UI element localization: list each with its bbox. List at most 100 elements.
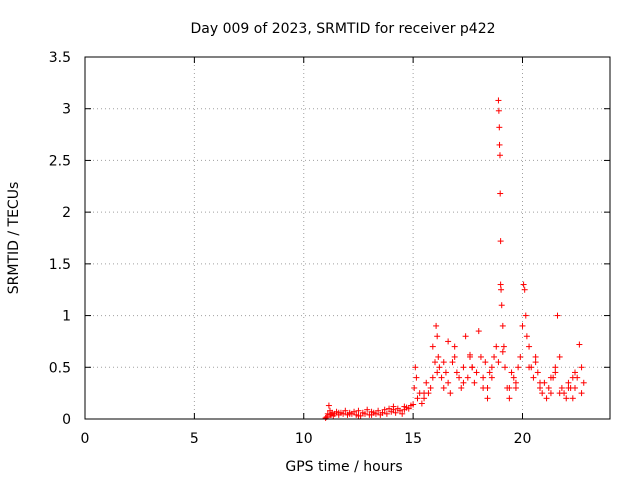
data-point-0-28 <box>375 407 382 414</box>
data-point-0-100 <box>502 364 508 371</box>
data-point-0-44 <box>410 401 417 408</box>
data-point-0-148 <box>434 369 441 376</box>
data-point-0-141 <box>346 410 353 417</box>
data-point-0-162 <box>572 369 578 376</box>
data-point-0-66 <box>449 359 456 366</box>
data-point-0-96 <box>498 286 505 293</box>
data-point-0-47 <box>413 374 420 381</box>
data-point-0-117 <box>534 369 541 376</box>
data-point-0-83 <box>486 369 493 376</box>
data-point-0-27 <box>372 410 379 417</box>
data-point-0-145 <box>390 406 397 413</box>
data-point-0-78 <box>475 328 482 335</box>
data-point-0-65 <box>447 390 454 397</box>
x-tick-label-1: 5 <box>190 431 199 447</box>
data-point-0-116 <box>532 353 539 360</box>
data-point-0-63 <box>442 369 449 376</box>
data-point-0-22 <box>362 410 368 417</box>
data-point-0-99 <box>500 343 507 350</box>
data-point-0-164 <box>429 343 436 350</box>
data-point-0-104 <box>510 374 517 381</box>
data-point-0-169 <box>532 359 539 366</box>
data-point-0-87 <box>495 359 502 366</box>
axis-ticks: 0 5 10 15 20 0 0.5 1 1.5 2 2.5 3 3.5 <box>49 50 610 447</box>
data-point-0-170 <box>552 369 559 376</box>
data-point-0-158 <box>537 379 543 386</box>
data-point-0-154 <box>488 374 495 381</box>
data-point-0-38 <box>397 407 403 414</box>
data-point-0-138 <box>580 379 587 386</box>
data-point-0-159 <box>547 374 554 381</box>
data-point-0-68 <box>453 369 460 376</box>
data-point-0-139 <box>327 411 333 418</box>
data-point-0-67 <box>451 343 458 350</box>
data-point-0-32 <box>383 410 390 417</box>
data-point-0-122 <box>545 384 552 391</box>
data-point-0-84 <box>488 364 495 371</box>
data-point-0-125 <box>552 364 559 371</box>
data-point-0-153 <box>480 384 487 391</box>
x-tick-label-0: 0 <box>81 431 90 447</box>
data-point-0-33 <box>386 405 393 412</box>
data-point-0-133 <box>569 395 576 402</box>
y-tick-label-0: 0 <box>62 412 71 428</box>
data-point-0-60 <box>436 364 443 371</box>
data-point-0-17 <box>351 408 358 415</box>
data-point-0-157 <box>526 364 533 371</box>
data-point-0-88 <box>495 97 502 104</box>
data-point-0-150 <box>451 353 458 360</box>
data-point-0-95 <box>497 281 504 288</box>
data-point-0-115 <box>530 374 537 381</box>
data-point-0-58 <box>434 333 441 340</box>
x-axis-label: GPS time / hours <box>285 459 402 475</box>
y-tick-label-4: 2 <box>62 205 71 221</box>
data-point-0-121 <box>543 395 550 402</box>
data-point-0-97 <box>498 302 505 309</box>
data-point-0-137 <box>578 364 585 371</box>
data-point-0-127 <box>556 353 563 360</box>
data-point-0-80 <box>480 374 487 381</box>
data-point-0-61 <box>438 374 445 381</box>
data-point-0-52 <box>423 379 430 386</box>
x-tick-label-2: 10 <box>295 431 313 447</box>
data-point-0-166 <box>467 351 473 358</box>
data-point-0-136 <box>576 341 583 348</box>
data-point-0-45 <box>411 384 418 391</box>
data-point-0-19 <box>355 407 362 414</box>
data-point-0-152 <box>469 364 476 371</box>
data-point-0-23 <box>364 406 371 413</box>
data-point-0-31 <box>381 406 388 413</box>
chart-title: Day 009 of 2023, SRMTID for receiver p42… <box>190 21 495 37</box>
data-point-0-79 <box>477 353 484 360</box>
data-point-0-105 <box>512 379 519 386</box>
data-point-0-155 <box>499 348 506 355</box>
data-point-0-108 <box>519 322 526 329</box>
data-points <box>322 97 587 421</box>
data-point-0-59 <box>435 353 442 360</box>
x-tick-label-3: 15 <box>404 431 422 447</box>
data-point-0-94 <box>497 238 504 245</box>
data-point-0-171 <box>569 374 576 381</box>
data-point-0-130 <box>563 395 570 402</box>
data-point-0-76 <box>471 379 478 386</box>
data-point-0-69 <box>456 374 463 381</box>
data-point-0-156 <box>512 384 519 391</box>
data-point-0-36 <box>392 409 399 416</box>
data-point-0-86 <box>493 343 500 350</box>
data-point-0-3 <box>325 402 332 409</box>
data-point-0-51 <box>421 395 428 402</box>
data-point-0-90 <box>496 124 503 131</box>
data-point-0-92 <box>496 152 503 159</box>
data-point-0-64 <box>445 379 452 386</box>
data-point-0-72 <box>462 333 469 340</box>
data-point-0-134 <box>572 384 578 391</box>
data-point-0-46 <box>412 364 419 371</box>
y-tick-label-3: 1.5 <box>49 257 71 273</box>
y-axis-label: SRMTID / TECUs <box>6 182 22 295</box>
data-point-0-144 <box>379 409 386 416</box>
data-point-0-62 <box>440 384 447 391</box>
data-point-0-107 <box>517 353 524 360</box>
data-point-0-143 <box>368 411 375 418</box>
data-point-0-77 <box>473 369 480 376</box>
